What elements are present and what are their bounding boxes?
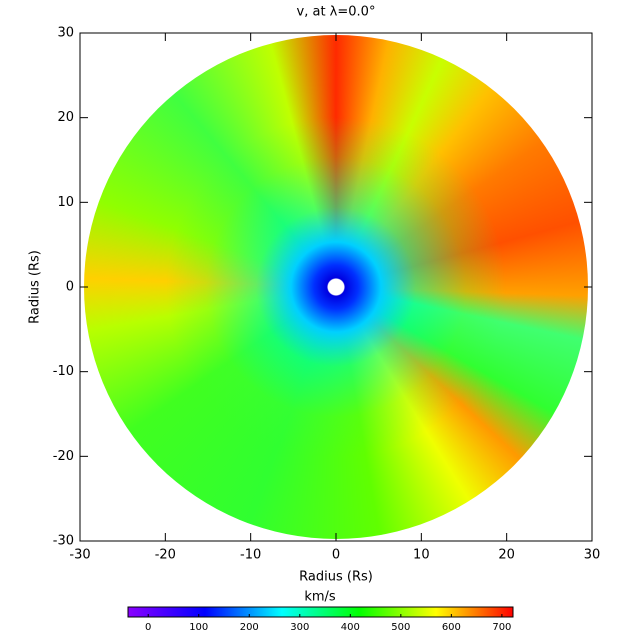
colorbar-tick-label: 600 bbox=[442, 622, 461, 633]
x-tick-label: 10 bbox=[413, 548, 430, 563]
x-tick-label: 0 bbox=[332, 548, 340, 563]
colorbar-tick-label: 100 bbox=[189, 622, 208, 633]
y-axis-label: Radius (Rs) bbox=[28, 250, 43, 324]
y-tick-label: 20 bbox=[57, 110, 74, 125]
y-tick-label: -30 bbox=[53, 534, 74, 549]
colorbar-tick-label: 200 bbox=[240, 622, 259, 633]
x-tick-label: -30 bbox=[69, 548, 90, 563]
y-tick-label: 30 bbox=[57, 26, 74, 41]
velocity-map-core bbox=[84, 35, 588, 539]
colorbar bbox=[127, 606, 514, 618]
y-tick-label: 0 bbox=[66, 280, 74, 295]
colorbar-tick-label: 500 bbox=[391, 622, 410, 633]
y-tick-label: -20 bbox=[53, 449, 74, 464]
y-tick-label: 10 bbox=[57, 195, 74, 210]
x-tick-label: 30 bbox=[584, 548, 601, 563]
x-axis-label: Radius (Rs) bbox=[299, 570, 373, 585]
plot-frame bbox=[79, 32, 593, 542]
colorbar-tick-label: 400 bbox=[341, 622, 360, 633]
x-tick-label: 20 bbox=[498, 548, 515, 563]
x-tick-label: -10 bbox=[240, 548, 261, 563]
colorbar-label: km/s bbox=[304, 590, 336, 605]
colorbar-tick-label: 700 bbox=[492, 622, 511, 633]
chart-title: v, at λ=0.0° bbox=[297, 5, 376, 20]
x-tick-label: -20 bbox=[155, 548, 176, 563]
colorbar-tick-label: 300 bbox=[290, 622, 309, 633]
y-tick-label: -10 bbox=[53, 364, 74, 379]
colorbar-tick-label: 0 bbox=[145, 622, 151, 633]
